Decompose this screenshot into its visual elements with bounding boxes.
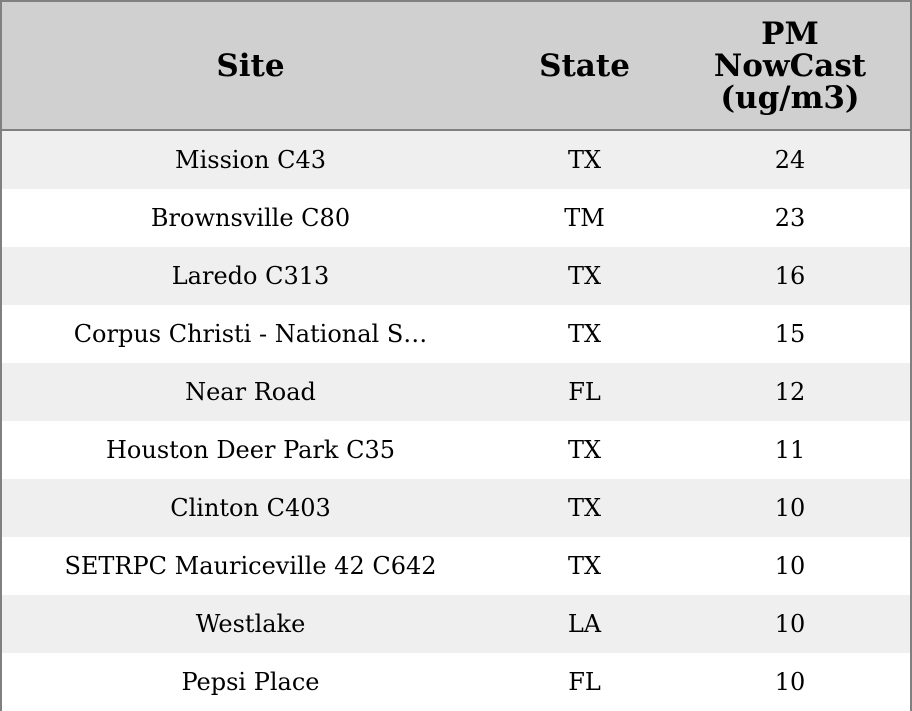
table-row: Corpus Christi - National S… TX 15 bbox=[2, 305, 910, 363]
pm-value-cell: 11 bbox=[774, 436, 806, 464]
site-cell: Mission C43 bbox=[175, 146, 326, 174]
state-cell: LA bbox=[567, 610, 602, 638]
state-cell: TX bbox=[567, 262, 602, 290]
column-header-pm-nowcast: PM NowCast (ug/m3) bbox=[713, 15, 867, 116]
table-header-row: Site State PM NowCast (ug/m3) bbox=[2, 2, 910, 131]
site-cell: Houston Deer Park C35 bbox=[105, 436, 395, 464]
table-row: Mission C43 TX 24 bbox=[2, 131, 910, 189]
column-header-state: State bbox=[539, 47, 630, 84]
site-cell: Clinton C403 bbox=[170, 494, 331, 522]
pm-value-cell: 12 bbox=[774, 378, 806, 406]
pm-value-cell: 10 bbox=[774, 610, 806, 638]
pm-value-cell: 23 bbox=[774, 204, 806, 232]
column-header-site: Site bbox=[216, 47, 285, 84]
state-cell: TX bbox=[567, 436, 602, 464]
state-cell: TM bbox=[564, 204, 605, 232]
pm-value-cell: 10 bbox=[774, 552, 806, 580]
table-row: Laredo C313 TX 16 bbox=[2, 247, 910, 305]
pm-value-cell: 10 bbox=[774, 668, 806, 696]
state-cell: TX bbox=[567, 552, 602, 580]
table-row: SETRPC Mauriceville 42 C642 TX 10 bbox=[2, 537, 910, 595]
pm-value-cell: 16 bbox=[774, 262, 806, 290]
state-cell: TX bbox=[567, 494, 602, 522]
table-row: Clinton C403 TX 10 bbox=[2, 479, 910, 537]
site-cell: Laredo C313 bbox=[171, 262, 330, 290]
state-cell: TX bbox=[567, 146, 602, 174]
table-body: Mission C43 TX 24 Brownsville C80 TM 23 Laredo… bbox=[2, 131, 910, 711]
site-cell: Westlake bbox=[195, 610, 306, 638]
site-cell: Pepsi Place bbox=[181, 668, 320, 696]
table-row: Near Road FL 12 bbox=[2, 363, 910, 421]
table-row: Westlake LA 10 bbox=[2, 595, 910, 653]
pm-value-cell: 15 bbox=[774, 320, 806, 348]
table-row: Brownsville C80 TM 23 bbox=[2, 189, 910, 247]
state-cell: FL bbox=[568, 378, 601, 406]
pm-value-cell: 24 bbox=[774, 146, 806, 174]
site-cell: Near Road bbox=[185, 378, 316, 406]
state-cell: FL bbox=[568, 668, 601, 696]
table-row: Pepsi Place FL 10 bbox=[2, 653, 910, 711]
site-cell: SETRPC Mauriceville 42 C642 bbox=[64, 552, 437, 580]
table-row: Houston Deer Park C35 TX 11 bbox=[2, 421, 910, 479]
site-cell: Brownsville C80 bbox=[150, 204, 351, 232]
site-cell: Corpus Christi - National S… bbox=[73, 320, 428, 348]
state-cell: TX bbox=[567, 320, 602, 348]
pm-value-cell: 10 bbox=[774, 494, 806, 522]
